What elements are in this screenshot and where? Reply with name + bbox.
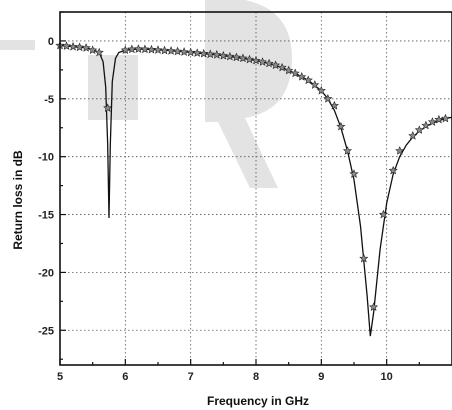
plot-frame [59, 11, 452, 366]
star-marker [395, 146, 405, 155]
star-marker [179, 47, 189, 56]
star-marker [153, 45, 163, 54]
y-tick-labels: 0 -5 -10 -15 -20 -25 [38, 36, 54, 337]
y-tick-label: -10 [38, 152, 54, 164]
star-marker [251, 55, 261, 65]
star-marker [231, 52, 241, 62]
star-marker [212, 50, 222, 59]
star-marker [238, 53, 248, 63]
star-marker [277, 62, 287, 72]
star-marker [75, 42, 85, 52]
star-marker [310, 80, 320, 89]
star-marker [120, 45, 130, 55]
y-axis-title: Return loss in dB [11, 150, 25, 250]
x-tick-label: 5 [57, 371, 63, 383]
star-marker [159, 45, 170, 55]
y-tick-label: -20 [38, 267, 54, 279]
star-marker [290, 68, 300, 78]
y-tick-label: -5 [44, 94, 54, 106]
series-markers [55, 40, 451, 312]
star-marker [316, 85, 326, 95]
x-tick-label: 7 [188, 371, 194, 383]
star-marker [166, 46, 176, 55]
star-marker [133, 44, 143, 53]
star-marker [297, 71, 307, 81]
star-marker [303, 75, 313, 85]
x-tick-label: 6 [122, 371, 128, 383]
watermark [0, 0, 292, 188]
star-marker [378, 209, 388, 219]
x-tick-labels: 5 6 7 8 9 10 [57, 371, 393, 383]
star-marker [434, 114, 444, 124]
star-marker [271, 60, 281, 70]
y-tick-label: -25 [38, 325, 54, 337]
star-marker [421, 120, 431, 130]
star-marker [186, 47, 196, 57]
star-marker [369, 302, 379, 312]
y-tick-label: -15 [38, 210, 54, 222]
star-marker [408, 131, 418, 140]
star-marker [103, 103, 113, 112]
star-marker [68, 41, 78, 51]
star-marker [440, 113, 451, 123]
star-marker [342, 146, 353, 155]
star-marker [414, 125, 424, 134]
star-marker [88, 45, 98, 55]
star-marker [244, 54, 255, 64]
star-marker [199, 48, 209, 58]
star-marker [388, 165, 398, 175]
star-marker [225, 51, 235, 61]
star-marker [81, 43, 91, 52]
star-marker [94, 47, 104, 57]
star-marker [264, 58, 274, 68]
x-axis-title: Frequency in GHz [207, 394, 309, 408]
star-marker [192, 48, 202, 57]
star-marker [146, 44, 157, 54]
star-marker [127, 44, 137, 54]
star-marker [284, 65, 294, 75]
star-marker [140, 44, 150, 54]
star-marker [218, 50, 228, 60]
star-marker [359, 253, 369, 263]
x-tick-label: 9 [318, 371, 324, 383]
star-marker [349, 169, 359, 178]
star-marker [329, 100, 339, 110]
x-tick-label: 8 [253, 371, 259, 383]
star-marker [257, 57, 268, 66]
y-tick-label: 0 [48, 36, 54, 48]
star-marker [173, 46, 183, 56]
x-tick-label: 10 [381, 371, 393, 383]
star-marker [336, 121, 346, 131]
star-marker [427, 117, 437, 126]
star-marker [205, 49, 215, 59]
star-marker [61, 41, 72, 51]
star-marker [323, 94, 333, 103]
